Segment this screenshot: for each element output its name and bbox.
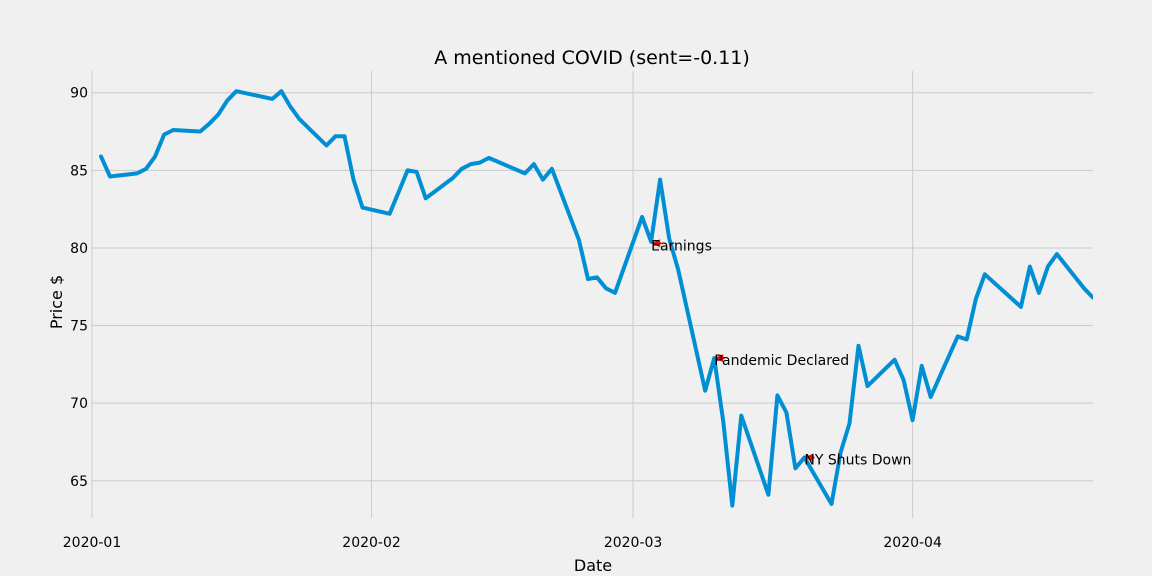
annotation-label: Earnings bbox=[651, 238, 712, 254]
y-tick-label: 70 bbox=[70, 396, 88, 412]
y-tick-label: 85 bbox=[70, 163, 88, 179]
x-axis-label: Date bbox=[574, 556, 612, 575]
annotation-label: NY Shuts Down bbox=[804, 452, 911, 468]
series-layer bbox=[99, 89, 1093, 508]
x-tick-label: 2020-03 bbox=[604, 535, 663, 551]
tick-labels: 65 70 75 80 85 90 2020-01 2020-02 2020-03 2020-04 bbox=[63, 86, 942, 551]
grid bbox=[91, 71, 1093, 518]
annotation: Pandemic Declared bbox=[714, 353, 849, 369]
y-tick-label: 65 bbox=[70, 474, 88, 490]
annotation-arrow-head bbox=[804, 453, 814, 462]
price-series-line bbox=[99, 89, 1093, 508]
x-tick-label: 2020-04 bbox=[883, 535, 942, 551]
y-axis-label: Price $ bbox=[47, 275, 66, 329]
annotation-arrow-head bbox=[651, 239, 661, 248]
annotations: Earnings Pandemic Declared NY Shuts Down bbox=[651, 238, 911, 468]
y-tick-label: 90 bbox=[70, 86, 88, 102]
annotation: Earnings bbox=[651, 238, 712, 254]
x-tick-label: 2020-01 bbox=[63, 535, 122, 551]
annotation-arrow-head bbox=[714, 354, 724, 363]
y-tick-label: 80 bbox=[70, 241, 88, 257]
y-tick-label: 75 bbox=[70, 319, 88, 335]
annotation: NY Shuts Down bbox=[804, 452, 911, 468]
chart-title: A mentioned COVID (sent=-0.11) bbox=[434, 47, 750, 69]
annotation-label: Pandemic Declared bbox=[714, 353, 849, 369]
x-tick-label: 2020-02 bbox=[342, 535, 401, 551]
